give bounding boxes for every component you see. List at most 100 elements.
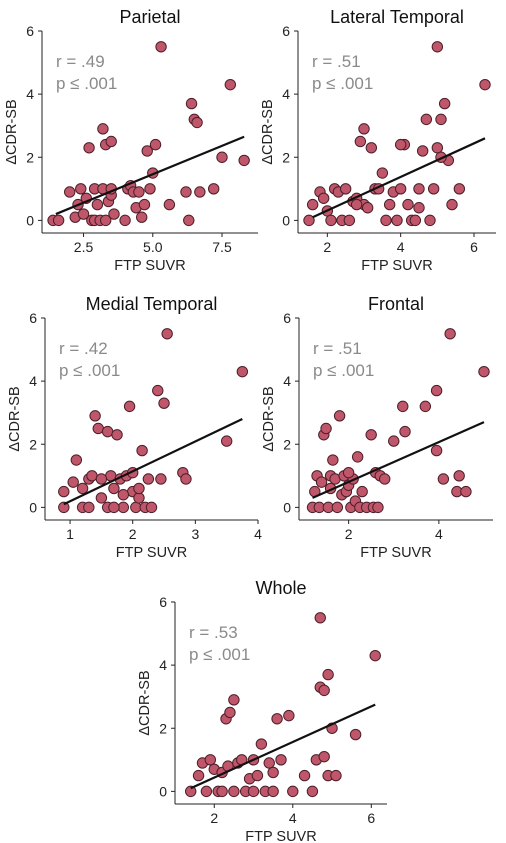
frontal-point-38: [453, 470, 465, 482]
lateral-temporal-point-0: [303, 214, 315, 227]
medial-temporal-point-15: [108, 482, 120, 495]
panel-title: Parietal: [119, 7, 180, 27]
x-axis-label: FTP SUVR: [245, 829, 316, 843]
y-tick-label: 2: [283, 436, 291, 452]
frontal-point-35: [437, 473, 450, 485]
x-tick-label: 2: [323, 239, 331, 255]
stat-p: p ≤ .001: [59, 361, 120, 380]
x-tick-label: 7.5: [212, 239, 232, 255]
stat-p: p ≤ .001: [313, 361, 374, 380]
frontal-point-30: [397, 400, 409, 413]
medial-temporal-point-11: [95, 492, 108, 504]
x-tick-label: 4: [397, 239, 405, 255]
parietal-point-22: [105, 135, 117, 148]
medial-temporal-point-38: [133, 482, 145, 495]
parietal-point-29: [135, 211, 148, 223]
x-tick-label: 6: [367, 810, 375, 826]
lateral-temporal-point-24: [394, 183, 407, 195]
x-axis-label: FTP SUVR: [360, 545, 431, 561]
y-tick-label: 0: [159, 783, 167, 799]
lateral-temporal-point-42: [394, 138, 407, 151]
stat-p: p ≤ .001: [312, 74, 373, 93]
lateral-temporal-point-45: [383, 198, 396, 211]
parietal-point-37: [180, 186, 192, 198]
y-tick-label: 2: [29, 436, 37, 452]
parietal-point-12: [91, 198, 104, 211]
medial-temporal-point-25: [136, 444, 148, 457]
x-tick-label: 4: [254, 526, 262, 542]
x-tick-label: 2: [210, 810, 218, 826]
frontal-point-22: [356, 485, 368, 498]
y-tick-label: 6: [283, 310, 291, 326]
y-axis-label: ΔCDR-SB: [261, 386, 277, 451]
frontal-point-9: [327, 454, 339, 466]
panel-parietal: Parietal 0 2 4 6 2.5 5.0 7.5 FTP SUVR ΔCDR-SB r = …: [4, 7, 258, 274]
medial-temporal-point-8: [86, 470, 98, 482]
frontal-point-32: [419, 400, 432, 413]
panel-title: Lateral Temporal: [330, 7, 464, 27]
lateral-temporal-point-34: [431, 41, 444, 53]
panel-medial-temporal: Medial Temporal 0 2 4 6 1 2 3 4 FTP SUVR ΔCDR-SB r …: [7, 294, 262, 561]
lateral-temporal-point-33: [427, 183, 440, 195]
parietal-point-32: [144, 183, 156, 195]
parietal-point-45: [224, 78, 237, 91]
lateral-temporal-point-28: [409, 214, 422, 227]
y-tick-label: 4: [159, 657, 167, 673]
y-axis-label: ΔCDR-SB: [137, 670, 153, 735]
lateral-temporal-point-16: [361, 202, 374, 214]
whole-point-21: [263, 757, 275, 769]
lateral-temporal-point-23: [391, 214, 403, 227]
whole-point-28: [306, 785, 319, 798]
parietal-point-39: [185, 97, 198, 110]
medial-temporal-point-10: [92, 422, 104, 435]
parietal-point-15: [99, 214, 112, 227]
y-tick-label: 6: [159, 594, 167, 610]
x-axis-label: FTP SUVR: [116, 545, 187, 561]
whole-point-39: [369, 649, 381, 662]
x-tick-label: 2: [345, 526, 353, 542]
medial-temporal-point-1: [58, 501, 70, 514]
y-tick-label: 0: [26, 212, 34, 228]
stat-r: r = .42: [59, 339, 108, 358]
medial-temporal-point-30: [158, 397, 170, 409]
medial-temporal-point-37: [117, 489, 130, 501]
lateral-temporal-point-21: [380, 214, 392, 227]
parietal-point-42: [194, 186, 206, 198]
whole-point-23: [271, 713, 283, 725]
y-tick-label: 6: [26, 23, 34, 39]
y-tick-label: 6: [29, 310, 37, 326]
whole-point-25: [283, 709, 295, 722]
lateral-temporal-point-26: [402, 198, 414, 211]
y-tick-label: 2: [26, 149, 34, 165]
parietal-point-2: [63, 186, 76, 198]
medial-temporal-point-0: [58, 485, 70, 498]
y-axis-label: ΔCDR-SB: [7, 386, 23, 451]
lateral-temporal-point-17: [365, 142, 378, 154]
frontal-point-20: [351, 451, 364, 463]
x-axis-label: FTP SUVR: [361, 258, 432, 274]
lateral-temporal-fit-line: [312, 137, 486, 219]
lateral-temporal-point-1: [306, 198, 319, 211]
stat-p: p ≤ .001: [189, 645, 250, 664]
lateral-temporal-point-30: [416, 145, 429, 157]
parietal-point-46: [238, 154, 250, 167]
y-tick-label: 2: [282, 149, 290, 165]
medial-temporal-point-40: [145, 501, 158, 514]
x-tick-label: 1: [66, 526, 74, 542]
y-tick-label: 0: [29, 499, 37, 515]
lateral-temporal-point-35: [435, 113, 447, 126]
medial-temporal-point-5: [76, 482, 89, 495]
lateral-temporal-point-43: [431, 142, 444, 154]
stat-r: r = .51: [313, 339, 362, 358]
lateral-temporal-point-5: [325, 214, 337, 227]
whole-point-3: [200, 785, 213, 798]
whole-point-26: [287, 785, 299, 798]
x-tick-label: 5.0: [143, 239, 163, 255]
lateral-temporal-point-40: [453, 183, 466, 195]
x-tick-label: 6: [470, 239, 478, 255]
medial-temporal-point-13: [101, 425, 114, 438]
medial-temporal-point-39: [108, 501, 120, 514]
medial-temporal-point-23: [130, 501, 142, 514]
